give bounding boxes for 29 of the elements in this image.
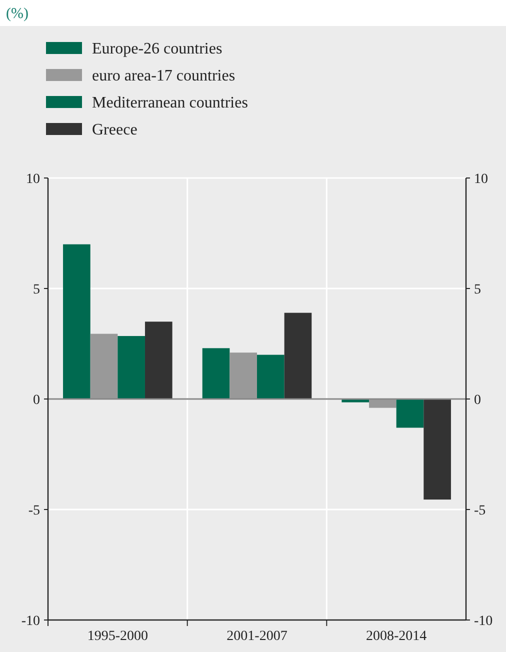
chart-title: (%) — [6, 6, 28, 22]
y2-tick-label: -5 — [474, 503, 486, 518]
y-tick-label: -10 — [21, 614, 40, 629]
bar — [396, 399, 424, 428]
legend-label: Greece — [92, 122, 138, 139]
bar — [63, 244, 90, 399]
bar — [284, 312, 312, 399]
bar — [90, 334, 118, 399]
y-tick-label: 10 — [26, 172, 40, 187]
legend-label: euro area-17 countries — [92, 68, 236, 85]
bar — [118, 336, 145, 399]
x-tick-label: 1995-2000 — [87, 629, 148, 644]
y-tick-label: 5 — [33, 282, 40, 298]
y-tick-label: -5 — [28, 503, 40, 518]
bar — [257, 354, 284, 399]
bar — [369, 399, 396, 408]
y2-tick-label: 10 — [474, 172, 488, 187]
y2-tick-label: 0 — [474, 392, 481, 408]
bar — [202, 348, 230, 399]
y-tick-label: 0 — [33, 392, 40, 408]
bar — [424, 399, 451, 500]
bar — [144, 322, 172, 399]
legend-label: Mediterranean countries — [92, 94, 248, 112]
x-tick-label: 2008-2014 — [366, 629, 427, 644]
legend-label: Europe-26 countries — [92, 40, 222, 58]
bar — [230, 352, 257, 399]
y2-tick-label: 5 — [474, 282, 481, 298]
y2-tick-label: -10 — [474, 614, 493, 629]
x-tick-label: 2001-2007 — [226, 629, 288, 644]
